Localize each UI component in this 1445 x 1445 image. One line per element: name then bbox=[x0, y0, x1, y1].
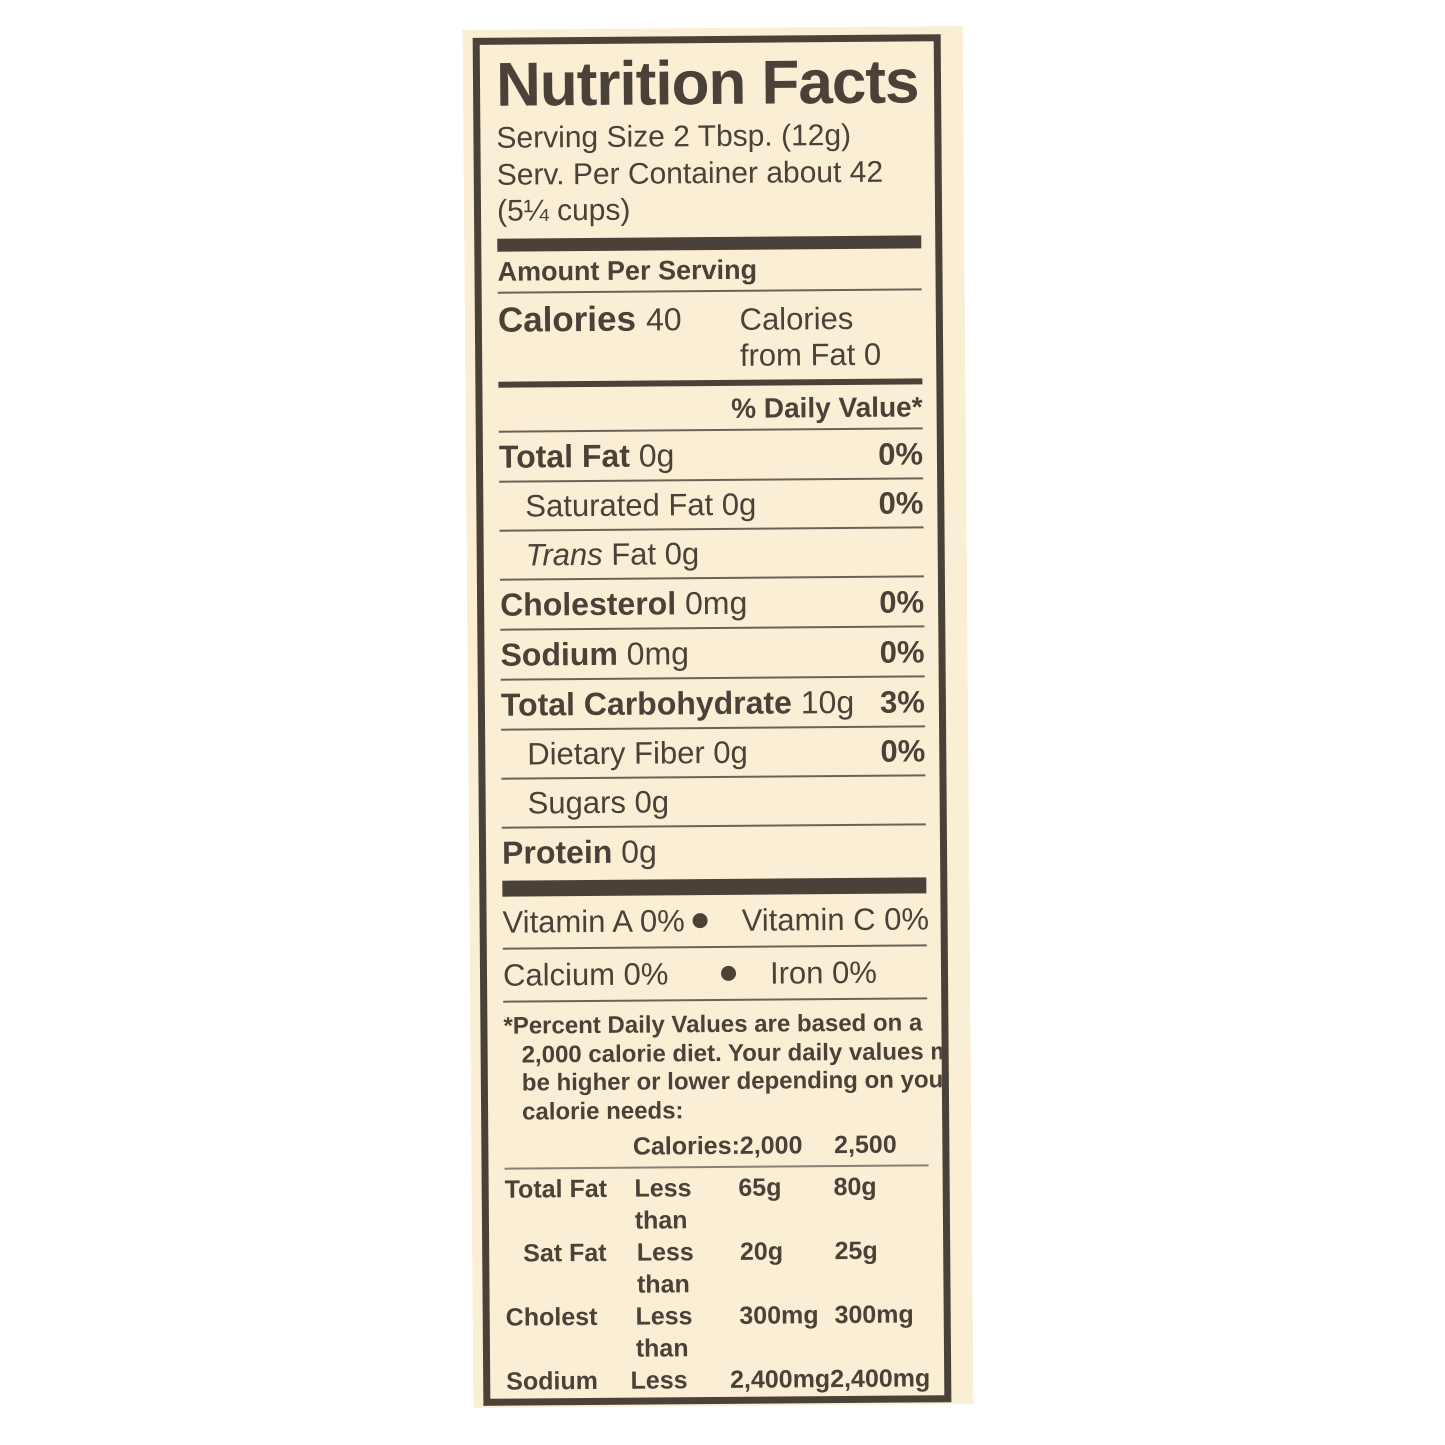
vitamin-right: Iron 0% bbox=[769, 954, 877, 991]
calories-label: Calories bbox=[497, 299, 637, 340]
dv-header-2000: 2,000 bbox=[739, 1131, 803, 1160]
nutrient-percent: 3% bbox=[879, 684, 926, 720]
dv-row-nutrient: Total Fat bbox=[504, 1174, 608, 1204]
nutrient-percent: 0% bbox=[878, 485, 924, 521]
bullet-separator-icon bbox=[692, 913, 708, 929]
nutrient-list: Total Fat 0g 0% Saturated Fat 0g 0% Trans Fa… bbox=[499, 429, 926, 876]
nutrition-facts-panel: Nutrition Facts Serving Size 2 Tbsp. (12… bbox=[462, 26, 974, 1408]
vitamin-row: Vitamin A 0% Vitamin C 0% bbox=[502, 893, 929, 947]
amount-per-serving-label: Amount Per Serving bbox=[497, 254, 758, 287]
dv-header-spacer bbox=[504, 1133, 633, 1163]
nutrient-value: 0g bbox=[704, 734, 748, 770]
nutrient-row: Sugars 0g bbox=[501, 776, 925, 826]
nutrient-row: Sodium 0mg 0% bbox=[500, 627, 924, 678]
dv-row-value-2000: 2,400mg bbox=[729, 1365, 831, 1394]
daily-value-footnote: *Percent Daily Values are based on a 2,00… bbox=[503, 999, 952, 1128]
nutrient-name: Protein bbox=[501, 833, 613, 871]
dv-table-row: Cholest Less than 300mg 300mg bbox=[506, 1298, 930, 1365]
nutrient-value: 0mg bbox=[617, 635, 690, 672]
calories-from-fat: Calories from Fat 0 bbox=[739, 300, 882, 373]
page-title: Nutrition Facts bbox=[495, 47, 919, 120]
nutrient-value: Fat 0g bbox=[602, 535, 700, 572]
dv-row-value-2500: 25g bbox=[834, 1236, 878, 1266]
nutrient-name: Trans bbox=[525, 536, 603, 573]
nutrient-row: Dietary Fiber 0g 0% bbox=[501, 727, 925, 777]
dv-table-header: Calories: 2,000 2,500 bbox=[504, 1124, 928, 1167]
footnote-line: be higher or lower depending on your bbox=[521, 1066, 952, 1097]
bullet-separator-icon bbox=[720, 966, 737, 982]
dv-row-value-2500: 2,400mg bbox=[830, 1364, 931, 1394]
nutrient-percent: 0% bbox=[879, 584, 925, 620]
dv-row-qualifier: Less than bbox=[636, 1238, 694, 1299]
servings-volume: (5¼ cups) bbox=[496, 193, 631, 228]
dv-reference-table: Total Fat Less than 65g 80g Sat Fat Less than… bbox=[505, 1166, 932, 1406]
servings-per-container: Serv. Per Container about 42 bbox=[496, 155, 884, 192]
nutrient-name: Saturated Fat bbox=[525, 486, 714, 524]
vitamin-left: Calcium 0% bbox=[502, 956, 669, 993]
nutrient-row: Total Fat 0g 0% bbox=[499, 429, 923, 480]
dv-header-2500: 2,500 bbox=[834, 1130, 897, 1160]
nutrient-percent: 0% bbox=[880, 733, 926, 769]
dv-row-value-2000: 65g bbox=[738, 1173, 782, 1202]
dv-row-qualifier: Less than bbox=[634, 1174, 692, 1235]
dv-table-row: Total Fat Less than 65g 80g bbox=[505, 1170, 929, 1237]
dv-row-value-2000: 20g bbox=[739, 1237, 784, 1266]
footnote-line: 2,000 calorie diet. Your daily values ma… bbox=[521, 1037, 952, 1069]
serving-size: Serving Size 2 Tbsp. (12g) bbox=[496, 118, 852, 155]
nutrient-name: Cholesterol bbox=[499, 585, 677, 623]
nutrient-value: 0g bbox=[612, 833, 657, 870]
nutrient-row: Protein 0g bbox=[502, 825, 926, 876]
dv-row-nutrient: Cholest bbox=[505, 1302, 598, 1332]
vitamin-right: Vitamin C 0% bbox=[741, 901, 930, 938]
dv-row-value-2500: 300mg bbox=[834, 1300, 914, 1330]
dv-row-value-2000: 300mg bbox=[739, 1301, 819, 1330]
nutrient-value: 0g bbox=[713, 486, 757, 522]
nutrient-row: Total Carbohydrate 10g 3% bbox=[501, 677, 925, 728]
serving-info: Serving Size 2 Tbsp. (12g) Serv. Per Con… bbox=[496, 117, 921, 230]
daily-value-header: % Daily Value* bbox=[731, 391, 923, 424]
nutrient-row: Cholesterol 0mg 0% bbox=[500, 577, 924, 628]
nutrient-name: Total Fat bbox=[498, 437, 631, 475]
nutrient-percent: 0% bbox=[877, 436, 924, 472]
dv-row-nutrient: Sodium bbox=[506, 1366, 598, 1396]
dv-row-qualifier: Less than bbox=[630, 1366, 688, 1406]
nutrient-value: 0mg bbox=[675, 584, 748, 622]
dv-row-nutrient: Sat Fat bbox=[523, 1238, 607, 1268]
vitamin-left: Vitamin A 0% bbox=[502, 903, 685, 940]
calories-value: 40 bbox=[645, 301, 682, 338]
dv-header-calories-label: Calories: bbox=[632, 1131, 740, 1161]
footnote-line: *Percent Daily Values are based on a bbox=[503, 1009, 923, 1040]
nutrient-name: Sugars bbox=[527, 784, 627, 821]
calories-row: Calories 40 Calories from Fat 0 bbox=[498, 290, 923, 381]
dv-table-row: Sat Fat Less than 20g 25g bbox=[505, 1234, 929, 1301]
nutrient-value: 0g bbox=[625, 784, 670, 820]
vitamin-list: Vitamin A 0% Vitamin C 0% Calcium 0% Iron 0… bbox=[502, 893, 929, 1000]
dv-row-value-2500: 80g bbox=[833, 1172, 877, 1202]
dv-row-qualifier: Less than bbox=[635, 1302, 693, 1363]
footnote-line: calorie needs: bbox=[521, 1097, 684, 1126]
nutrient-value: 0g bbox=[629, 437, 675, 474]
nutrient-percent: 0% bbox=[879, 634, 925, 670]
nutrient-row: Saturated Fat 0g 0% bbox=[499, 479, 923, 529]
nutrient-row: Trans Fat 0g bbox=[500, 528, 924, 578]
nutrient-value: 10g bbox=[791, 683, 855, 721]
nutrient-name: Dietary Fiber bbox=[527, 734, 705, 772]
nutrient-name: Total Carbohydrate bbox=[500, 684, 793, 723]
nutrition-facts-border: Nutrition Facts Serving Size 2 Tbsp. (12… bbox=[472, 34, 952, 1406]
nutrient-name: Sodium bbox=[500, 635, 618, 673]
vitamin-row: Calcium 0% Iron 0% bbox=[503, 946, 927, 1000]
